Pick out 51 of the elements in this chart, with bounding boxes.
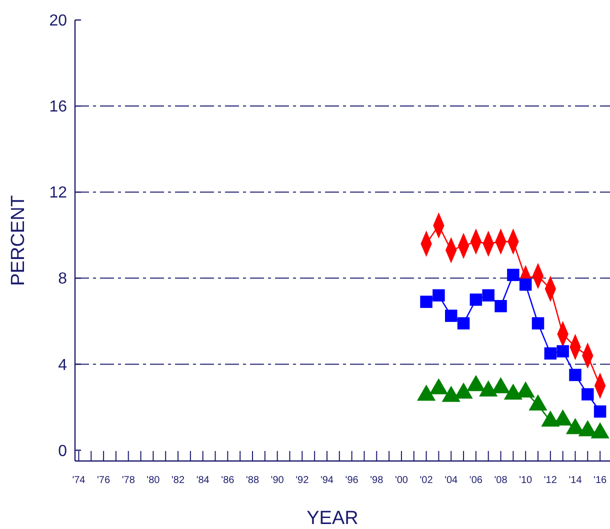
point — [457, 317, 470, 330]
y-tick-label: 4 — [58, 356, 68, 374]
point — [544, 347, 557, 360]
x-tick-label: '76 — [97, 475, 110, 486]
x-tick-label: '78 — [122, 475, 136, 486]
x-tick-label: '02 — [420, 475, 434, 486]
x-tick-label: '86 — [221, 475, 235, 486]
x-tick-label: '04 — [444, 475, 458, 486]
point — [432, 289, 445, 302]
x-tick-label: '84 — [196, 475, 210, 486]
point — [416, 384, 436, 401]
point — [442, 386, 460, 402]
x-tick-label: '06 — [469, 475, 483, 486]
point — [482, 289, 494, 302]
point — [494, 300, 507, 312]
x-tick-label: '98 — [370, 475, 384, 486]
x-tick-label: '82 — [172, 475, 185, 486]
y-tick-label: 12 — [49, 184, 68, 202]
x-tick-label: '14 — [568, 475, 582, 486]
x-tick-label: '90 — [270, 475, 284, 486]
point — [590, 422, 610, 438]
x-tick-label: '92 — [296, 475, 310, 486]
x-tick-label: '88 — [246, 475, 260, 486]
point — [466, 374, 486, 392]
point — [532, 317, 544, 330]
y-tick-label: 16 — [49, 98, 68, 116]
point — [429, 378, 448, 394]
x-tick-label: '16 — [594, 475, 608, 486]
point — [528, 394, 548, 410]
y-tick-label: 8 — [58, 270, 68, 288]
x-tick-label: '94 — [320, 475, 334, 486]
point — [556, 345, 569, 358]
point — [479, 380, 498, 396]
point — [444, 310, 458, 322]
x-axis-title: YEAR — [306, 508, 358, 529]
x-tick-label: '00 — [394, 475, 408, 486]
point — [420, 296, 432, 308]
point — [541, 410, 560, 427]
point — [507, 268, 520, 282]
point — [519, 278, 532, 291]
x-tick-label: '08 — [494, 475, 508, 486]
x-tick-label: '80 — [146, 475, 160, 486]
point — [470, 294, 482, 306]
y-tick-label: 20 — [49, 12, 68, 30]
x-tick-label: '10 — [519, 475, 533, 486]
x-tick-label: '96 — [345, 475, 359, 486]
point — [504, 384, 522, 400]
x-tick-label: '12 — [544, 475, 558, 486]
y-axis-title: PERCENT — [8, 194, 29, 286]
x-tick-label: '74 — [72, 475, 86, 486]
y-tick-label: 0 — [58, 442, 68, 460]
